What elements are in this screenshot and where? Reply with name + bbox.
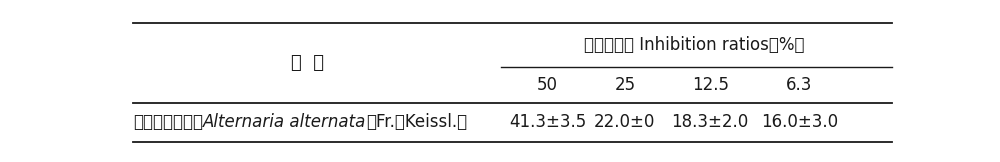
Text: （Fr.）Keissl.）: （Fr.）Keissl.） [366,113,467,131]
Text: 12.5: 12.5 [692,76,729,94]
Text: 18.3±2.0: 18.3±2.0 [672,113,749,131]
Text: 25: 25 [614,76,635,94]
Text: Alternaria alternata: Alternaria alternata [203,113,366,131]
Text: 16.0±3.0: 16.0±3.0 [761,113,838,131]
Text: 抑制生长率 Inhibition ratios（%）: 抑制生长率 Inhibition ratios（%） [584,36,805,54]
Text: 22.0±0: 22.0±0 [594,113,656,131]
Text: 多隔链格孢菌（: 多隔链格孢菌（ [133,113,203,131]
Text: 6.3: 6.3 [786,76,812,94]
Text: 处  理: 处 理 [291,54,324,72]
Text: 50: 50 [537,76,558,94]
Text: 41.3±3.5: 41.3±3.5 [509,113,586,131]
